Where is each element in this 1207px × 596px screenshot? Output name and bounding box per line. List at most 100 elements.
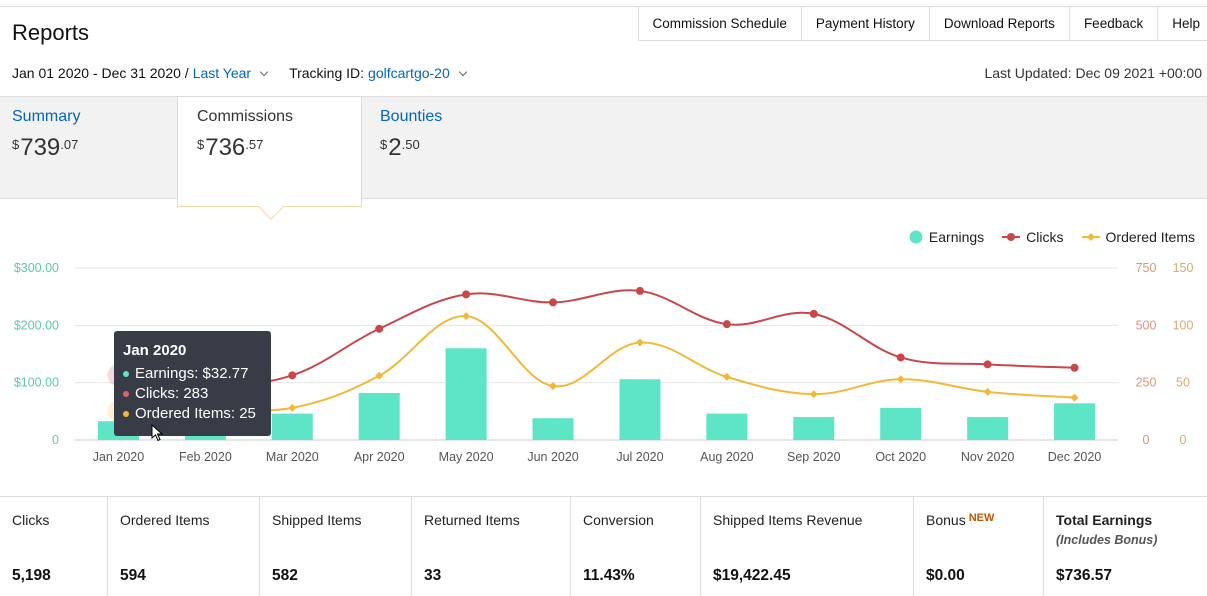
tab-bounties[interactable]: Bounties $2.50 (368, 97, 548, 199)
stat-value: 594 (120, 567, 146, 584)
x-axis-label: Nov 2020 (961, 450, 1015, 464)
y-right-items-tick: 0 (1180, 433, 1187, 447)
tab-bounties-amount: $2.50 (380, 134, 420, 161)
earnings-bar (445, 348, 487, 440)
chart-tooltip: Jan 2020 Earnings: $32.77 Clicks: 283 Or… (114, 331, 271, 436)
y-right-items-tick: 50 (1176, 376, 1190, 390)
commission-schedule-link[interactable]: Commission Schedule (639, 7, 802, 40)
ordered-items-point (1070, 393, 1079, 402)
earnings-bar (619, 379, 661, 440)
stat-clicks: Clicks 5,198 (0, 497, 108, 596)
new-badge: NEW (968, 512, 995, 524)
earnings-bar (1054, 403, 1096, 440)
download-reports-link[interactable]: Download Reports (930, 7, 1070, 40)
y-left-tick: 0 (52, 433, 59, 447)
clicks-point (375, 324, 384, 333)
x-axis-label: Apr 2020 (354, 450, 405, 464)
tracking-id-label: Tracking ID: (289, 65, 365, 81)
clicks-line-icon (1002, 233, 1021, 241)
x-axis-label: Mar 2020 (266, 450, 319, 464)
earnings-bar (271, 413, 313, 440)
x-axis-label: Jan 2020 (93, 450, 144, 464)
stat-value: 5,198 (12, 567, 51, 584)
x-axis-label: Feb 2020 (179, 450, 232, 464)
x-axis-label: Oct 2020 (875, 450, 926, 464)
clicks-point (983, 360, 992, 369)
clicks-point (288, 371, 297, 380)
y-left-tick: $200.00 (14, 318, 59, 332)
tab-commissions[interactable]: Commissions $736.57 (177, 97, 362, 220)
stat-total-earnings: Total Earnings (Includes Bonus) $736.57 (1044, 497, 1207, 596)
help-link[interactable]: Help (1172, 16, 1200, 31)
ordered-items-point (462, 312, 471, 321)
y-right-clicks-tick: 250 (1136, 376, 1157, 390)
feedback-link[interactable]: Feedback (1070, 7, 1159, 40)
stat-label: Shipped Items (272, 512, 362, 528)
legend-clicks[interactable]: Clicks (1002, 229, 1064, 245)
stat-value: $19,422.45 (713, 567, 791, 584)
top-border (0, 0, 1207, 7)
ordered-items-point (288, 403, 297, 412)
stats-bar: Clicks 5,198 Ordered Items 594 Shipped I… (0, 496, 1207, 596)
stat-value: $0.00 (926, 567, 965, 584)
chart-legend: Earnings Clicks Ordered Items (891, 229, 1195, 245)
tab-bounties-label: Bounties (380, 108, 443, 125)
ordered-items-point (549, 382, 558, 391)
earnings-bar (706, 413, 748, 440)
tab-pointer (258, 194, 284, 220)
period-dropdown[interactable]: Last Year (192, 65, 252, 81)
stat-label: Total Earnings (1056, 512, 1153, 528)
filter-bar: Jan 01 2020 - Dec 31 2020 / Last Year Tr… (12, 65, 474, 81)
y-right-items-tick: 100 (1173, 318, 1194, 332)
tooltip-title: Jan 2020 (123, 342, 187, 359)
ordered-items-dot-icon (123, 410, 129, 417)
ordered-items-point (375, 371, 384, 380)
earnings-bar (880, 407, 922, 440)
y-right-clicks-tick: 750 (1136, 261, 1157, 275)
date-range-text: Jan 01 2020 - Dec 31 2020 / (12, 65, 189, 81)
mouse-cursor-icon (151, 424, 164, 442)
tab-summary[interactable]: Summary $739.07 (0, 97, 177, 199)
tooltip-clicks: Clicks: 283 (123, 385, 262, 402)
page-title: Reports (12, 20, 90, 45)
x-axis-label: Jul 2020 (616, 450, 663, 464)
legend-ordered-items[interactable]: Ordered Items (1081, 229, 1195, 245)
ordered-items-point (896, 375, 905, 384)
earnings-bar (184, 433, 226, 440)
tracking-id-dropdown[interactable]: golfcartgo-20 (368, 65, 450, 81)
chevron-down-icon[interactable] (259, 67, 269, 76)
tab-summary-label: Summary (12, 108, 81, 125)
stat-label: Ordered Items (120, 512, 210, 528)
chevron-down-icon[interactable] (458, 67, 467, 76)
earnings-dot-icon (123, 370, 129, 377)
clicks-point (635, 286, 644, 295)
y-right-clicks-tick: 0 (1143, 433, 1150, 447)
last-updated-text: Last Updated: Dec 09 2021 +00:00 (984, 65, 1202, 81)
clicks-point (896, 353, 905, 362)
y-right-items-tick: 150 (1173, 261, 1194, 275)
stat-value: $736.57 (1056, 567, 1113, 584)
clicks-point (549, 298, 558, 307)
payment-history-link[interactable]: Payment History (802, 7, 930, 40)
clicks-point (809, 309, 818, 318)
legend-earnings[interactable]: Earnings (909, 229, 984, 245)
stat-label: Shipped Items Revenue (713, 512, 863, 528)
clicks-point (1070, 363, 1079, 372)
stat-shipped-items: Shipped Items 582 (260, 497, 412, 596)
top-nav: Commission Schedule Payment History Down… (637, 7, 1207, 41)
ordered-items-point (983, 387, 992, 396)
stat-value: 33 (424, 567, 442, 584)
stat-label: Clicks (12, 512, 50, 528)
stat-shipped-revenue: Shipped Items Revenue $19,422.45 (701, 497, 914, 596)
stat-label: Conversion (583, 512, 654, 528)
tab-commissions-label: Commissions (197, 108, 294, 125)
clicks-line (118, 289, 1075, 386)
y-left-tick: $100.00 (14, 376, 59, 390)
stat-value: 11.43% (583, 567, 635, 584)
stat-returned-items: Returned Items 33 (412, 497, 571, 596)
stat-conversion: Conversion 11.43% (571, 497, 701, 596)
y-right-clicks-tick: 500 (1136, 318, 1157, 332)
ordered-items-point (809, 390, 818, 399)
tooltip-ordered-items: Ordered Items: 25 (123, 405, 262, 422)
x-axis-label: Aug 2020 (700, 450, 754, 464)
